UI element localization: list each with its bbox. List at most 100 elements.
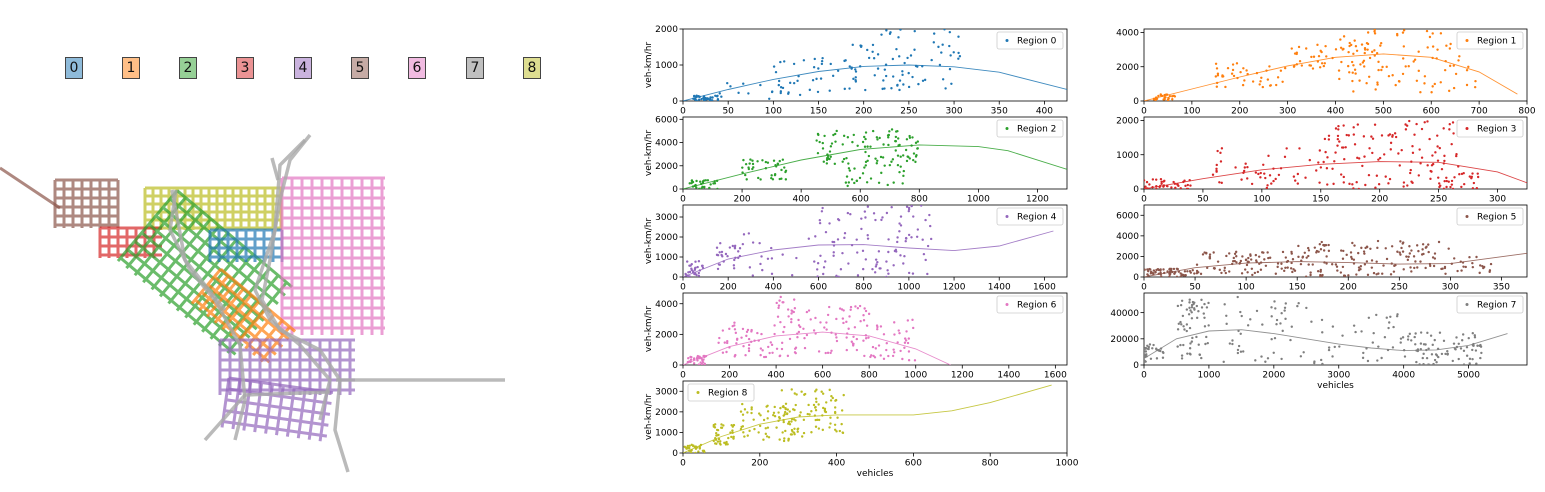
- legend-box: [1456, 207, 1524, 226]
- scatter-point: [750, 408, 753, 411]
- scatter-point: [1239, 70, 1242, 74]
- scatter-point: [1324, 44, 1327, 48]
- scatter-point: [1149, 357, 1153, 360]
- map-highway: [260, 133, 350, 473]
- scatter-point: [764, 160, 768, 164]
- scatter-point: [1436, 134, 1439, 137]
- x-tick-label: 250: [1430, 195, 1447, 205]
- scatter-point: [740, 336, 743, 339]
- scatter-point: [1234, 166, 1237, 169]
- scatter-point: [1294, 179, 1297, 182]
- scatter-point: [1455, 336, 1458, 339]
- scatter-point: [823, 407, 827, 411]
- scatter-point: [822, 266, 826, 269]
- scatter-point: [1340, 249, 1343, 252]
- scatter-point: [1293, 269, 1297, 272]
- scatter-point: [844, 181, 848, 184]
- scatter-point: [829, 416, 832, 419]
- scatter-point: [1323, 62, 1326, 65]
- scatter-point: [777, 411, 780, 414]
- scatter-point: [848, 169, 852, 172]
- scatter-point: [1144, 179, 1146, 182]
- scatter-point: [1266, 357, 1270, 360]
- scatter-point: [1421, 243, 1425, 246]
- scatter-point: [1341, 257, 1345, 260]
- y-tick-label: 2000: [655, 25, 678, 35]
- scatter-point: [1457, 357, 1460, 361]
- scatter-point: [1374, 88, 1377, 91]
- scatter-point: [1159, 177, 1163, 181]
- scatter-point: [1471, 348, 1474, 352]
- scatter-point: [872, 57, 876, 60]
- scatter-point: [1330, 263, 1334, 266]
- scatter-point: [1361, 61, 1365, 64]
- scatter-point: [1389, 315, 1392, 318]
- fit-curve: [1144, 252, 1527, 277]
- scatter-point: [1326, 183, 1329, 186]
- scatter-point: [1214, 75, 1218, 78]
- scatter-point: [1173, 271, 1176, 275]
- scatter-point: [1429, 169, 1432, 173]
- scatter-point: [1334, 127, 1338, 130]
- scatter-point: [697, 363, 701, 365]
- scatter-point: [781, 158, 785, 161]
- scatter-point: [701, 361, 705, 364]
- scatter-point: [1443, 179, 1446, 183]
- scatter-point: [684, 446, 687, 449]
- scatter-point: [707, 97, 710, 101]
- scatter-point: [1367, 316, 1371, 320]
- scatter-point: [807, 309, 811, 312]
- scatter-point: [1445, 185, 1448, 189]
- scatter-point: [726, 81, 729, 85]
- scatter-point: [1479, 356, 1482, 360]
- scatter-point: [899, 349, 902, 353]
- scatter-point: [1279, 322, 1282, 325]
- scatter-point: [883, 164, 886, 167]
- scatter-point: [1399, 253, 1402, 256]
- y-tick-label: 0: [672, 449, 678, 459]
- scatter-point: [1465, 69, 1469, 72]
- scatter-point: [698, 180, 702, 183]
- scatter-point: [1423, 82, 1426, 85]
- scatter-point: [1471, 265, 1475, 269]
- scatter-point: [784, 406, 787, 410]
- scatter-point: [829, 62, 832, 66]
- scatter-point: [1480, 351, 1483, 355]
- x-tick-label: 800: [861, 371, 878, 381]
- scatter-point: [825, 162, 829, 165]
- scatter-point: [860, 217, 863, 220]
- scatter-point: [775, 347, 779, 350]
- scatter-point: [741, 413, 745, 416]
- scatter-point: [1182, 274, 1185, 277]
- map-region-0: [208, 228, 284, 262]
- scatter-point: [1162, 98, 1165, 101]
- scatter-point: [1260, 76, 1263, 79]
- scatter-point: [796, 336, 799, 339]
- scatter-point: [1237, 329, 1240, 333]
- scatter-point: [866, 205, 870, 208]
- scatter-point: [840, 409, 844, 412]
- scatter-point: [829, 155, 832, 158]
- scatter-point: [1363, 155, 1366, 158]
- scatter-point: [1424, 266, 1427, 270]
- scatter-point: [1359, 268, 1362, 271]
- scatter-point: [1323, 244, 1326, 247]
- scatter-point: [743, 435, 746, 438]
- scatter-point: [1468, 362, 1471, 365]
- scatter-point: [952, 51, 955, 54]
- scatter-point: [1241, 83, 1245, 87]
- scatter-point: [773, 405, 776, 409]
- scatter-point: [1356, 123, 1360, 126]
- scatter-point: [1371, 151, 1374, 155]
- scatter-point: [1336, 137, 1340, 141]
- scatter-point: [770, 343, 774, 347]
- scatter-point: [1291, 258, 1295, 261]
- scatter-point: [824, 230, 828, 234]
- scatter-point: [1367, 75, 1371, 79]
- scatter-point: [1321, 362, 1324, 365]
- scatter-point: [1339, 46, 1343, 49]
- scatter-point: [895, 47, 898, 51]
- scatter-point: [1258, 83, 1261, 86]
- scatter-point: [864, 258, 868, 261]
- scatter-point: [1355, 273, 1358, 276]
